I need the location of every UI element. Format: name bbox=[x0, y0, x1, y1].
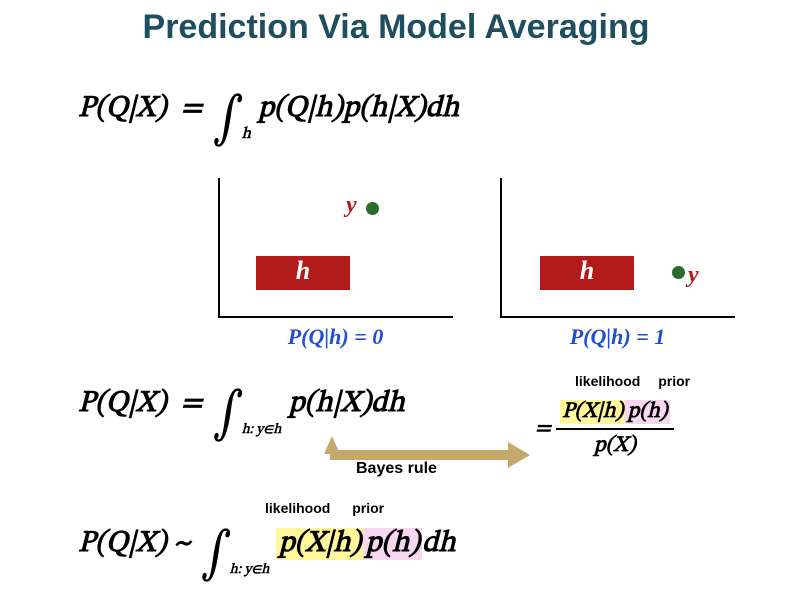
eq2-lhs: P(Q|X) = bbox=[78, 389, 202, 419]
frac-num-prior: p(h) bbox=[625, 400, 669, 424]
x-axis bbox=[218, 316, 453, 318]
panel-miss: h y P(Q|h) = 0 bbox=[218, 178, 453, 318]
equation-model-averaging: P(Q|X) = ∫h p(Q|h)p(h|X)dh bbox=[78, 85, 459, 155]
label-prior: prior bbox=[658, 373, 690, 389]
eq2-body: p(h|X)dh bbox=[288, 389, 404, 419]
x-axis bbox=[500, 316, 735, 318]
page-title: Prediction Via Model Averaging bbox=[0, 8, 792, 47]
y-label: y bbox=[346, 192, 357, 219]
y-axis bbox=[218, 178, 220, 318]
label-likelihood: likelihood bbox=[265, 500, 330, 516]
eq3-tail: dh bbox=[422, 529, 455, 559]
pqh-caption: P(Q|h) = 1 bbox=[500, 324, 735, 350]
likelihood-prior-labels-bottom: likelihood prior bbox=[265, 500, 402, 516]
eq3-int-sub: h: y∈h bbox=[230, 563, 270, 577]
label-prior: prior bbox=[352, 500, 384, 516]
frac-prefix: = bbox=[535, 418, 556, 440]
integral-symbol: ∫ bbox=[213, 85, 244, 155]
bayes-fraction: = P(X|h)p(h) p(X) bbox=[535, 398, 674, 460]
y-axis bbox=[500, 178, 502, 318]
integral-symbol: ∫ bbox=[213, 380, 244, 450]
eq1-body: p(Q|h)p(h|X)dh bbox=[258, 94, 459, 124]
h-label: h bbox=[540, 256, 634, 286]
pqh-caption: P(Q|h) = 0 bbox=[218, 324, 453, 350]
frac-den: p(X) bbox=[556, 428, 674, 460]
eq2-int-sub: h: y∈h bbox=[242, 423, 282, 437]
point-y-icon bbox=[366, 202, 379, 215]
eq1-lhs: P(Q|X) = bbox=[78, 94, 202, 124]
h-label: h bbox=[256, 256, 350, 286]
bayes-rule-label: Bayes rule bbox=[356, 460, 437, 478]
eq3-prior: p(h) bbox=[363, 528, 422, 560]
axes bbox=[500, 178, 735, 318]
point-y-icon bbox=[672, 266, 685, 279]
eq3-likelihood: p(X|h) bbox=[276, 528, 363, 560]
axes bbox=[218, 178, 453, 318]
label-likelihood: likelihood bbox=[575, 373, 640, 389]
y-label: y bbox=[688, 262, 699, 289]
eq3-lhs: P(Q|X) ~ bbox=[78, 529, 190, 559]
integral-symbol: ∫ bbox=[201, 520, 232, 590]
frac-num-likelihood: P(X|h) bbox=[560, 400, 625, 424]
equation-proportional: P(Q|X) ~ ∫h: y∈h p(X|h)p(h)dh bbox=[78, 520, 456, 590]
likelihood-prior-labels-top: likelihood prior bbox=[575, 373, 704, 389]
panel-hit: h y P(Q|h) = 1 bbox=[500, 178, 735, 318]
hypothesis-diagrams: h y P(Q|h) = 0 h y P(Q|h) = 1 bbox=[218, 178, 738, 348]
